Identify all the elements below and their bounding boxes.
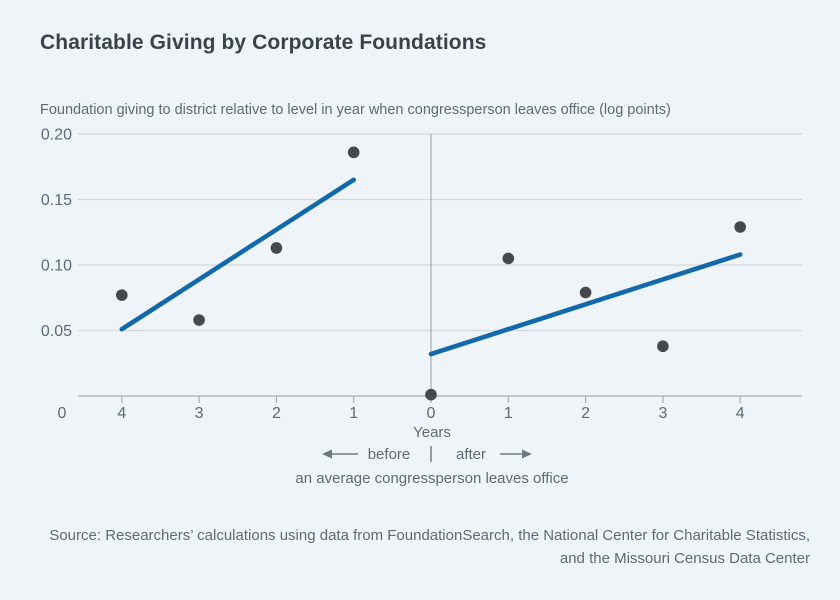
y-tick-label: 0.05 [41, 323, 72, 340]
x-tick-label: 3 [658, 405, 667, 422]
data-point [116, 289, 128, 301]
trend-line-after [428, 252, 743, 357]
x-tick-label: 4 [117, 405, 126, 422]
source-line-1: Source: Researchers’ calculations using … [49, 527, 810, 544]
x-tick-label: 1 [349, 405, 358, 422]
after-arrowhead-icon [522, 449, 532, 459]
x-tick-label: 2 [272, 405, 281, 422]
x-tick-label: 2 [581, 405, 590, 422]
y-tick-label: 0.15 [41, 192, 72, 209]
data-point [579, 286, 592, 299]
data-point [502, 252, 515, 265]
data-point [657, 340, 669, 353]
trend-line-before [119, 177, 357, 332]
x-tick-label: 0 [427, 405, 436, 422]
source-note: Source: Researchers’ calculations using … [30, 524, 810, 570]
y-tick-label: 0.10 [41, 258, 72, 275]
x-tick-label: 4 [736, 405, 745, 422]
source-line-2: and the Missouri Census Data Center [559, 550, 810, 567]
y-tick-label-zero: 0 [58, 405, 67, 422]
data-point [734, 221, 746, 233]
x-tick-label: 1 [504, 405, 513, 422]
x-tick-label: 3 [195, 405, 204, 422]
data-point [193, 314, 205, 326]
leave-office-note: an average congressperson leaves office [295, 470, 568, 487]
chart-title: Charitable Giving by Corporate Foundatio… [40, 31, 487, 54]
y-tick-label: 0.20 [41, 127, 72, 144]
data-point [347, 146, 360, 159]
before-arrowhead-icon [322, 449, 332, 459]
data-point [425, 388, 437, 401]
data-point [270, 242, 283, 254]
y-axis-description: Foundation giving to district relative t… [40, 102, 671, 118]
x-axis-label: Years [413, 424, 451, 441]
before-label: before [368, 446, 411, 463]
after-label: after [456, 446, 486, 463]
